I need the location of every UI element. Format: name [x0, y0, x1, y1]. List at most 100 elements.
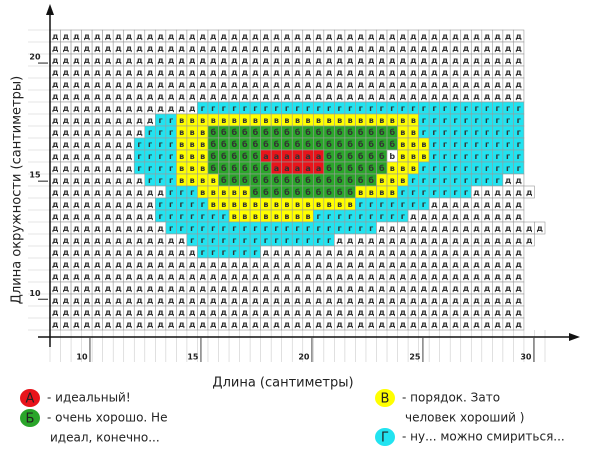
- cell-letter: д: [368, 296, 375, 305]
- cell-letter: д: [178, 32, 185, 41]
- cell-letter: г: [190, 188, 194, 197]
- cell-letter: д: [52, 56, 59, 65]
- cell-letter: б: [368, 127, 374, 137]
- cell: [523, 185, 535, 199]
- cell-letter: б: [210, 127, 216, 137]
- cell-letter: г: [485, 176, 489, 185]
- cell-letter: д: [73, 320, 80, 329]
- cell-letter: б: [284, 127, 290, 137]
- cell-letter: г: [264, 104, 268, 113]
- cell-letter: б: [295, 139, 301, 149]
- cell-letter: д: [94, 104, 101, 113]
- cell-letter: д: [379, 68, 386, 77]
- cell-letter: д: [115, 44, 122, 53]
- cell-letter: в: [306, 200, 311, 209]
- cell-letter: б: [337, 139, 343, 149]
- cell-letter: в: [179, 152, 184, 161]
- cell-letter: д: [168, 272, 175, 281]
- cell-letter: г: [464, 116, 468, 125]
- cell-letter: д: [63, 80, 70, 89]
- cell-letter: д: [136, 92, 143, 101]
- cell-letter: д: [221, 296, 228, 305]
- cell-letter: д: [126, 260, 133, 269]
- cell-letter: г: [401, 212, 405, 221]
- cell-letter: д: [410, 260, 417, 269]
- cell-letter: в: [337, 200, 342, 209]
- cell-letter: д: [421, 308, 428, 317]
- cell-letter: д: [484, 260, 491, 269]
- cell-letter: г: [148, 128, 152, 137]
- cell-letter: д: [157, 56, 164, 65]
- cell-letter: в: [379, 176, 384, 185]
- cell-letter: г: [264, 224, 268, 233]
- cell-letter: д: [494, 200, 501, 209]
- cell-letter: д: [494, 32, 501, 41]
- cell-letter: д: [442, 236, 449, 245]
- cell-letter: д: [221, 44, 228, 53]
- cell-letter: д: [442, 212, 449, 221]
- cell-letter: д: [494, 320, 501, 329]
- cell-letter: д: [515, 296, 522, 305]
- cell-letter: д: [63, 44, 70, 53]
- cell-letter: в: [306, 116, 311, 125]
- cell-letter: д: [115, 320, 122, 329]
- cell-letter: д: [515, 236, 522, 245]
- cell-letter: д: [221, 68, 228, 77]
- cell-letter: д: [221, 272, 228, 281]
- cell-letter: д: [494, 68, 501, 77]
- legend-text: идеал, конечно...: [50, 431, 160, 445]
- cell-letter: д: [189, 260, 196, 269]
- cell-letter: д: [242, 80, 249, 89]
- cell-letter: д: [357, 56, 364, 65]
- cell-letter: в: [369, 188, 374, 197]
- cell-letter: д: [421, 260, 428, 269]
- cell-letter: д: [484, 212, 491, 221]
- legend-text: - идеальный!: [47, 391, 131, 405]
- cell-letter: д: [52, 260, 59, 269]
- cell-letter: д: [315, 308, 322, 317]
- cell-letter: б: [379, 127, 385, 137]
- cell-letter: д: [52, 80, 59, 89]
- cell-letter: г: [443, 188, 447, 197]
- cell-letter: д: [242, 308, 249, 317]
- cell-letter: г: [201, 200, 205, 209]
- cell-letter: г: [338, 224, 342, 233]
- cell-letter: д: [389, 320, 396, 329]
- cell-letter: в: [327, 116, 332, 125]
- cell-letter: г: [201, 224, 205, 233]
- cell-letter: д: [357, 260, 364, 269]
- cell-letter: д: [147, 44, 154, 53]
- cell-letter: д: [473, 308, 480, 317]
- cell-letter: д: [421, 236, 428, 245]
- cell-letter: д: [452, 56, 459, 65]
- cell-letter: д: [326, 68, 333, 77]
- cell-letter: д: [421, 248, 428, 257]
- cell-letter: г: [453, 140, 457, 149]
- cell-letter: г: [180, 212, 184, 221]
- cell-letter: д: [515, 224, 522, 233]
- cell-letter: г: [274, 104, 278, 113]
- cell-letter: д: [505, 284, 512, 293]
- cell-letter: д: [368, 308, 375, 317]
- cell-letter: д: [473, 56, 480, 65]
- cell-letter: г: [264, 236, 268, 245]
- cell-letter: д: [73, 176, 80, 185]
- cell-letter: д: [410, 80, 417, 89]
- cell-letter: д: [473, 248, 480, 257]
- cell-letter: д: [210, 56, 217, 65]
- cell-letter: в: [421, 152, 426, 161]
- grid: д д д д д д д д д д д д д д д д д д д д д д д д д д д д д д д д д д д д д д д д…: [49, 29, 546, 331]
- cell-letter: в: [179, 164, 184, 173]
- cell-letter: г: [464, 128, 468, 137]
- cell-letter: д: [221, 260, 228, 269]
- cell-letter: г: [243, 236, 247, 245]
- cell-letter: г: [411, 188, 415, 197]
- cell-letter: д: [315, 272, 322, 281]
- cell-letter: а: [263, 152, 268, 161]
- cell-letter: д: [515, 80, 522, 89]
- cell-letter: г: [390, 212, 394, 221]
- cell-letter: д: [73, 236, 80, 245]
- cell-letter: д: [505, 68, 512, 77]
- cell-letter: д: [473, 260, 480, 269]
- cell-letter: д: [147, 116, 154, 125]
